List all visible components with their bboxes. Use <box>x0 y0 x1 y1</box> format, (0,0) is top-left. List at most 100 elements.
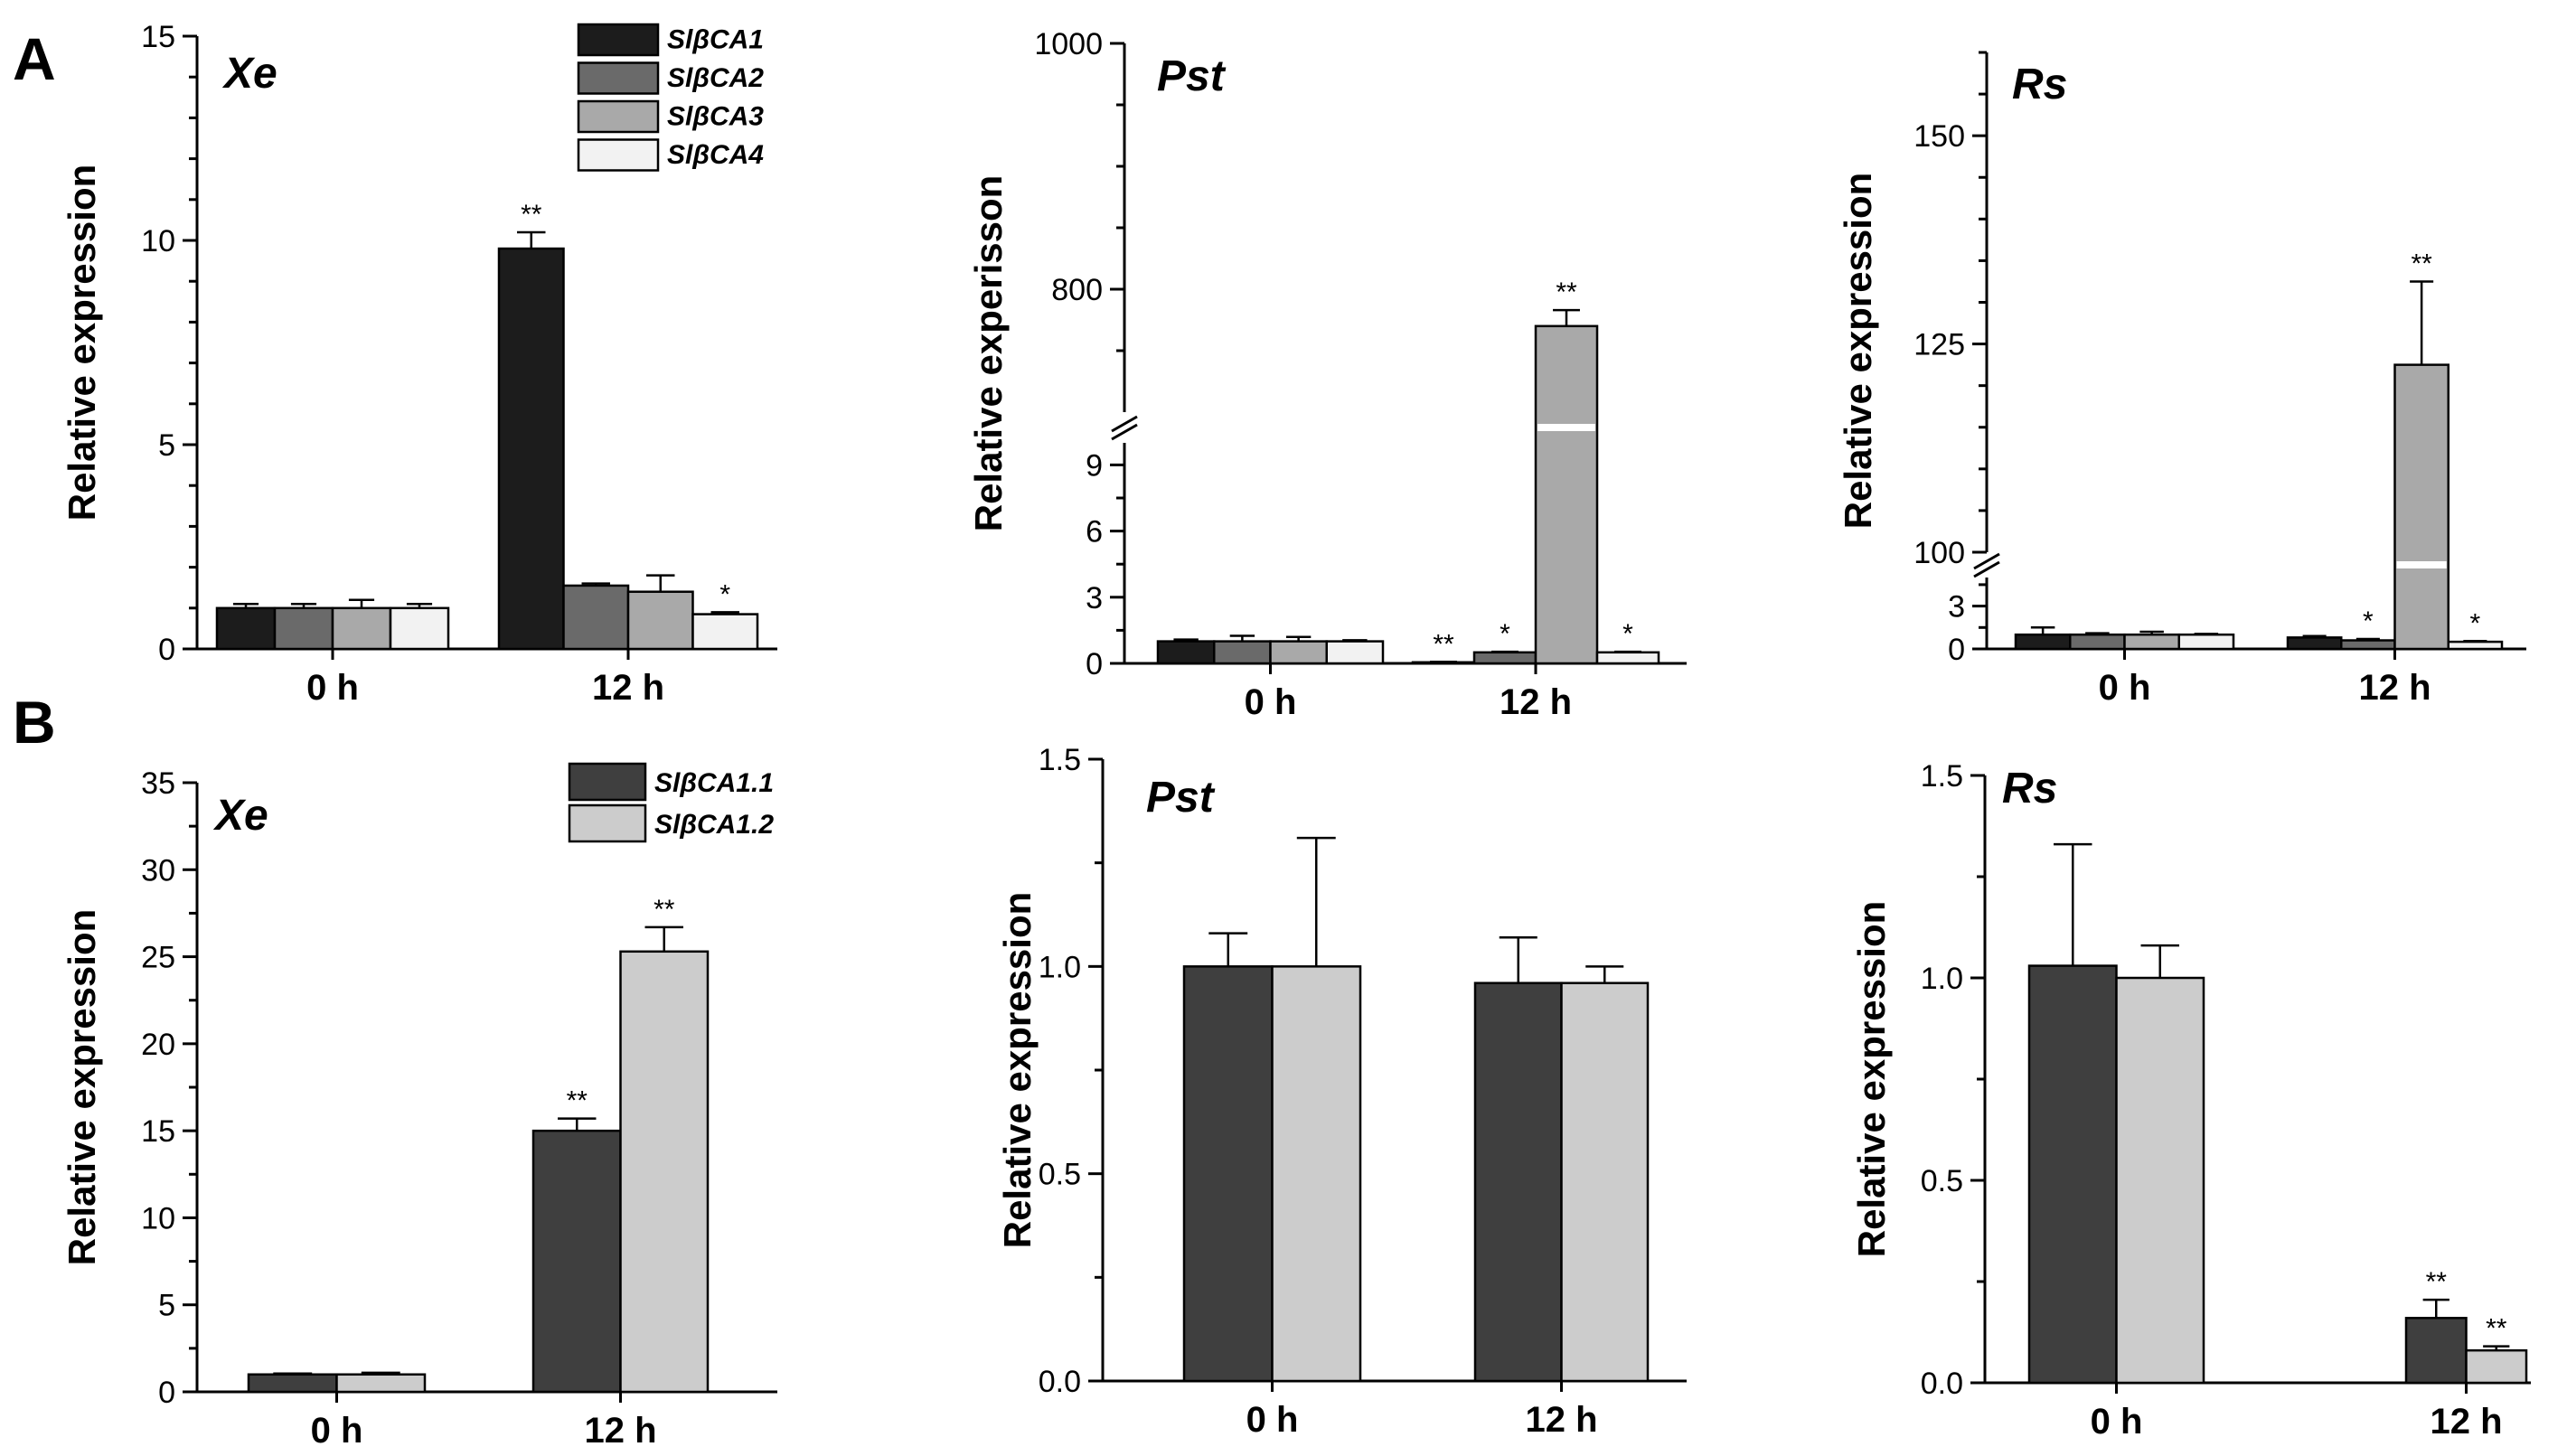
bar-sl-ca1-0-h <box>215 606 277 651</box>
y-tick-label-5: 5 <box>158 1289 175 1323</box>
bar-break-gap <box>2396 561 2447 568</box>
legend-swatch-sl-ca2 <box>577 61 660 95</box>
significance-sl-ca2-12-h: * <box>1500 619 1510 649</box>
bar-sl-ca3-12-h <box>2393 363 2449 651</box>
bar-sl-ca4-0-h <box>389 606 450 651</box>
y-tick-label-800: 800 <box>1051 273 1103 307</box>
panel-label-a: A <box>13 25 56 92</box>
chart-b-xe: 0 5 10 15 20 25 30 35 Relative expression Xe 0 h 12… <box>61 762 777 1451</box>
y-tick-label-35: 35 <box>141 766 175 801</box>
significance-sl-ca3-12-h: ** <box>2411 249 2432 278</box>
x-tick-label-12-h: 12 h <box>592 668 664 708</box>
bar-sl-ca1-1-0-h <box>247 1373 338 1394</box>
y-tick-label-10: 10 <box>141 224 175 258</box>
axis-break-mark <box>1973 560 2000 578</box>
y-tick-label-0-5: 0.5 <box>1039 1158 1081 1192</box>
bar-sl-ca4-0-h <box>2177 633 2235 651</box>
x-tick-label-12-h: 12 h <box>1500 682 1572 722</box>
significance-sl-ca3-12-h: ** <box>1556 277 1577 307</box>
y-axis-label: Relative expression <box>61 164 103 521</box>
y-tick-label-0: 0 <box>158 633 175 667</box>
y-axis-label: Relative expression <box>61 909 103 1266</box>
chart-a-pst: 0 3 6 9 800 1000 Relative experisson Pst 0 h 12 h… <box>967 27 1687 722</box>
y-tick-label-30: 30 <box>141 853 175 888</box>
bar-sl-ca3-12-h <box>626 590 694 651</box>
panel-label-b: B <box>13 689 56 756</box>
legend-swatch-sl-ca1 <box>577 23 660 57</box>
bar-sl-ca3-0-h <box>331 606 392 651</box>
bar-sl-ca2-0-h <box>2069 633 2126 651</box>
y-tick-label-1000: 1000 <box>1034 27 1103 61</box>
bar-sl-ca3-12-h <box>1534 324 1599 665</box>
y-tick-label-0: 0 <box>1948 633 1965 667</box>
y-tick-label-150: 150 <box>1913 119 1965 154</box>
significance-sl-ca1-2-12-h: ** <box>2486 1314 2507 1344</box>
legend-swatch-sl-ca1-1 <box>568 762 647 802</box>
axis-break-mark <box>1111 423 1138 441</box>
chart-title: Xe <box>212 792 268 840</box>
bar-sl-ca1-1-12-h <box>1473 982 1563 1383</box>
significance-sl-ca1-12-h: ** <box>1433 629 1454 659</box>
chart-title: Pst <box>1146 774 1216 822</box>
y-tick-label-0-0: 0.0 <box>1039 1365 1081 1399</box>
bar-sl-ca1-1-0-h <box>1182 965 1274 1383</box>
bar-sl-ca1-12-h <box>497 247 565 651</box>
legend-swatch-sl-ca1-2 <box>568 803 647 843</box>
x-tick-label-12-h: 12 h <box>1525 1400 1597 1440</box>
bar-sl-ca1-0-h <box>2014 633 2072 651</box>
y-tick-label-25: 25 <box>141 941 175 975</box>
legend-label-sl-ca1-2: SlβCA1.2 <box>654 810 774 840</box>
y-axis-label: Relative expression <box>1837 173 1879 530</box>
x-tick-label-12-h: 12 h <box>584 1411 656 1451</box>
legend-label-sl-ca2: SlβCA2 <box>667 63 764 93</box>
y-tick-label-100: 100 <box>1913 536 1965 570</box>
bar-sl-ca1-1-12-h <box>531 1129 622 1394</box>
y-tick-label-1-0: 1.0 <box>1921 962 1963 996</box>
bar-sl-ca1-2-0-h <box>335 1373 427 1394</box>
legend-swatch-sl-ca4 <box>577 138 660 172</box>
bar-sl-ca3-0-h <box>1269 640 1328 665</box>
x-tick-label-0-h: 0 h <box>2099 668 2151 708</box>
significance-sl-ca4-12-h: * <box>2470 608 2481 638</box>
y-tick-label-1-5: 1.5 <box>1921 759 1963 794</box>
chart-b-rs: 0.0 0.5 1.0 1.5 Relative expression Rs 0 h 12 h… <box>1850 759 2531 1442</box>
significance-sl-ca1-1-12-h: ** <box>567 1086 588 1116</box>
y-axis-label: Relative expression <box>996 892 1039 1249</box>
significance-sl-ca4-12-h: * <box>719 579 730 609</box>
bar-sl-ca1-2-0-h <box>1271 965 1362 1383</box>
y-tick-label-125: 125 <box>1913 328 1965 362</box>
y-tick-label-15: 15 <box>141 20 175 54</box>
y-tick-label-0-5: 0.5 <box>1921 1164 1963 1198</box>
y-tick-label-3: 3 <box>1086 581 1103 615</box>
y-tick-label-0: 0 <box>158 1376 175 1410</box>
chart-title: Pst <box>1157 52 1227 100</box>
x-tick-label-0-h: 0 h <box>2091 1402 2143 1442</box>
chart-title: Rs <box>2012 61 2067 108</box>
bar-sl-ca1-12-h <box>2286 636 2343 651</box>
y-tick-label-0-0: 0.0 <box>1921 1367 1963 1401</box>
y-tick-label-15: 15 <box>141 1114 175 1149</box>
y-axis-label: Relative expression <box>1850 901 1893 1258</box>
bar-sl-ca2-12-h <box>1472 651 1537 665</box>
bar-sl-ca4-12-h <box>691 613 759 651</box>
x-tick-label-0-h: 0 h <box>306 668 359 708</box>
axis-break-mark <box>1973 552 2000 570</box>
y-tick-label-10: 10 <box>141 1201 175 1235</box>
bar-sl-ca2-12-h <box>562 584 630 651</box>
significance-sl-ca1-12-h: ** <box>521 200 542 230</box>
chart-b-pst: 0.0 0.5 1.0 1.5 Relative expression Pst 0 h 12 … <box>996 743 1687 1440</box>
legend-label-sl-ca3: SlβCA3 <box>667 102 764 132</box>
y-tick-label-3: 3 <box>1948 590 1965 625</box>
bar-sl-ca1-2-12-h <box>2465 1348 2528 1385</box>
y-axis-label: Relative experisson <box>967 175 1010 532</box>
axis-break-mark <box>1111 415 1138 433</box>
y-tick-label-0: 0 <box>1086 647 1103 681</box>
x-tick-label-0-h: 0 h <box>311 1411 363 1451</box>
x-tick-label-0-h: 0 h <box>1245 682 1297 722</box>
significance-sl-ca2-12-h: * <box>2363 606 2374 636</box>
bar-sl-ca4-12-h <box>2447 640 2504 651</box>
chart-title: Rs <box>2002 765 2057 813</box>
y-tick-label-9: 9 <box>1086 448 1103 483</box>
significance-sl-ca4-12-h: * <box>1622 619 1633 649</box>
